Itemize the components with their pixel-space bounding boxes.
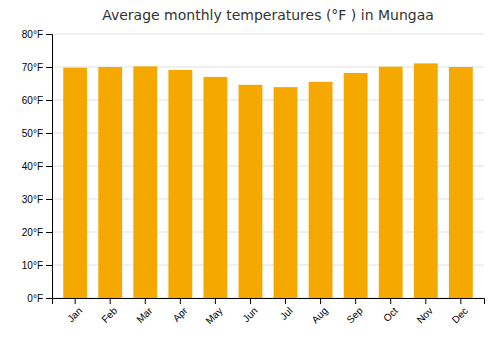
bar — [239, 85, 263, 298]
bar — [203, 77, 227, 298]
title: Average monthly temperatures (°F ) in Mu… — [102, 7, 434, 23]
x-tick-label: Jul — [278, 305, 295, 322]
bar — [274, 87, 298, 298]
y-tick: 0°F — [27, 293, 52, 304]
x-tick-label: Feb — [99, 305, 119, 325]
y-tick: 50°F — [22, 128, 52, 139]
x-tick: Jan — [65, 298, 84, 324]
x-tick-mark — [250, 298, 251, 304]
x-tick-mark — [215, 298, 216, 304]
x-tick-label: May — [203, 305, 224, 326]
y-tick-label: 60°F — [22, 95, 43, 106]
x-tick: Mar — [135, 298, 155, 325]
bar — [414, 63, 438, 298]
y-tick: 20°F — [22, 227, 52, 238]
x-tick-label: Jan — [65, 305, 84, 324]
x-tick-mark — [285, 298, 286, 304]
y-tick-mark — [46, 67, 52, 68]
y-tick-label: 0°F — [27, 293, 43, 304]
x-tick-mark — [180, 298, 181, 304]
y-tick: 70°F — [22, 62, 52, 73]
x-tick-mark — [460, 298, 461, 304]
x-tick: Feb — [99, 298, 119, 325]
y-tick-label: 40°F — [22, 161, 43, 172]
x-tick: Dec — [450, 298, 470, 325]
bar — [63, 68, 87, 298]
bar — [344, 73, 368, 298]
bar — [133, 66, 157, 298]
bar — [449, 67, 473, 298]
x-tick: Aug — [309, 298, 329, 325]
y-tick-mark — [46, 166, 52, 167]
y-tick: 60°F — [22, 95, 52, 106]
bar — [98, 67, 122, 298]
x-tick-mark — [320, 298, 321, 304]
x-tick-mark — [390, 298, 391, 304]
bar — [309, 82, 333, 298]
x-tick: Nov — [415, 298, 435, 325]
x-tick-label: Dec — [450, 305, 470, 325]
y-axis: 0°F 10°F 20°F 30°F 40°F 50°F 60°F 70°F 80°F — [22, 29, 53, 304]
y-tick: 40°F — [22, 161, 52, 172]
x-axis-line — [53, 299, 485, 305]
x-tick: May — [203, 298, 224, 326]
x-tick-label: Nov — [415, 305, 435, 325]
x-tick-label: Jun — [240, 305, 259, 324]
x-tick-label: Oct — [381, 305, 400, 324]
bars — [63, 63, 473, 298]
y-tick-label: 30°F — [22, 194, 43, 205]
y-tick-label: 50°F — [22, 128, 43, 139]
y-tick-mark — [46, 232, 52, 233]
y-tick-label: 20°F — [22, 227, 43, 238]
grid-line — [52, 34, 484, 35]
x-tick-mark — [145, 298, 146, 304]
y-tick-label: 10°F — [22, 260, 43, 271]
x-tick: Oct — [381, 298, 400, 324]
x-tick: Sep — [344, 298, 365, 325]
plot: 0°F 10°F 20°F 30°F 40°F 50°F 60°F 70°F 80°F Jan Fe… — [22, 29, 485, 327]
y-tick: 30°F — [22, 194, 52, 205]
y-tick: 10°F — [22, 260, 52, 271]
x-tick-mark — [355, 298, 356, 304]
x-tick-label: Aug — [309, 305, 329, 325]
x-tick-mark — [110, 298, 111, 304]
y-tick-label: 70°F — [22, 62, 43, 73]
grid — [52, 34, 484, 298]
y-tick-label: 80°F — [22, 29, 43, 40]
y-tick-mark — [46, 265, 52, 266]
x-tick: Jul — [278, 298, 295, 322]
x-tick: Apr — [171, 298, 190, 324]
y-tick-mark — [46, 34, 52, 35]
x-tick-mark — [75, 298, 76, 304]
y-tick: 80°F — [22, 29, 52, 40]
y-tick-mark — [46, 199, 52, 200]
x-tick: Jun — [240, 298, 259, 324]
chart: 0°F 10°F 20°F 30°F 40°F 50°F 60°F 70°F 80°F Jan Fe… — [0, 0, 500, 350]
y-tick-mark — [46, 133, 52, 134]
bar — [379, 67, 403, 298]
y-tick-mark — [46, 298, 52, 299]
x-tick-label: Sep — [344, 305, 365, 326]
bar — [168, 70, 192, 298]
y-axis-line — [46, 35, 53, 299]
y-tick-mark — [46, 100, 52, 101]
x-tick-label: Apr — [171, 305, 190, 324]
x-tick-label: Mar — [135, 305, 155, 325]
x-axis: Jan Feb Mar Apr May Jun Jul Aug Sep Oct Nov Dec — [53, 298, 485, 326]
x-tick-mark — [425, 298, 426, 304]
